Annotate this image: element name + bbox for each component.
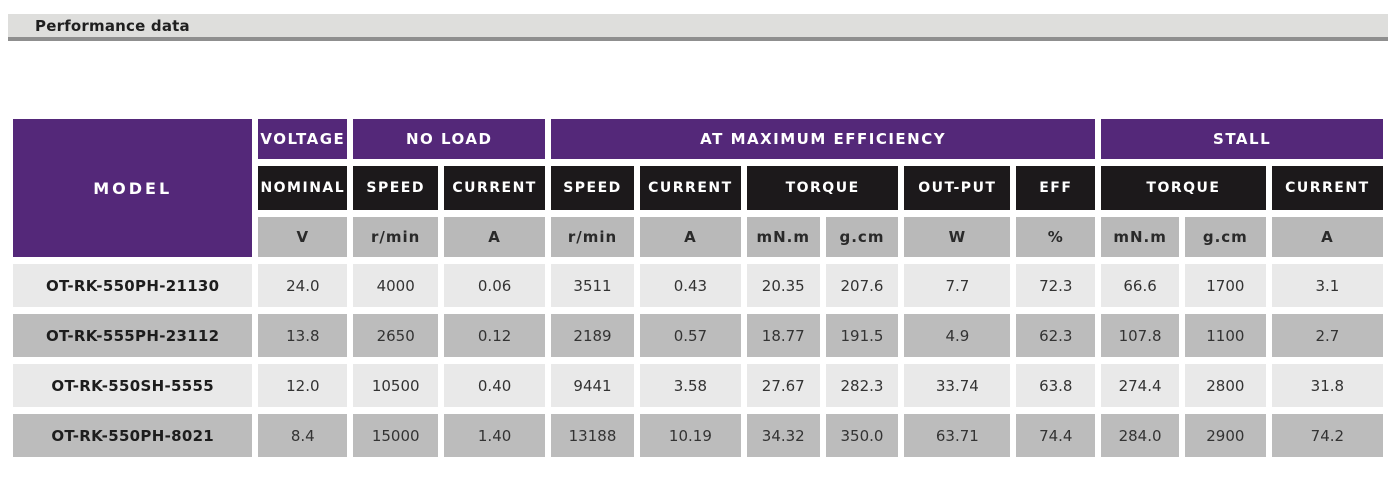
subheader-stall-torque: TORQUE	[1101, 166, 1266, 210]
unit-max-eff-torque-gcm: g.cm	[825, 217, 899, 257]
cell-value: 1700	[1184, 264, 1266, 307]
subheader-no-load-current: CURRENT	[444, 166, 546, 210]
cell-value: 2.7	[1271, 314, 1383, 357]
cell-value: 74.2	[1271, 414, 1383, 457]
cell-value: 33.74	[904, 364, 1011, 407]
cell-value: 2650	[353, 314, 439, 357]
cell-value: 0.43	[639, 264, 741, 307]
unit-max-eff-current: A	[639, 217, 741, 257]
cell-value: 2800	[1184, 364, 1266, 407]
model-name: OT-RK-550PH-8021	[13, 414, 253, 457]
table-units-row: V r/min A r/min A mN.m g.cm W % mN.m g.c…	[13, 217, 1383, 257]
unit-output-w: W	[904, 217, 1011, 257]
unit-voltage-v: V	[258, 217, 348, 257]
table-subheader-row: NOMINAL SPEED CURRENT SPEED CURRENT TORQ…	[13, 166, 1383, 210]
section-title: Performance data	[35, 16, 190, 35]
cell-value: 2189	[551, 314, 634, 357]
subheader-max-eff-speed: SPEED	[551, 166, 634, 210]
column-header-model: MODEL	[13, 119, 253, 257]
cell-value: 282.3	[825, 364, 899, 407]
unit-stall-torque-gcm: g.cm	[1184, 217, 1266, 257]
subheader-eff: EFF	[1016, 166, 1096, 210]
cell-value: 18.77	[746, 314, 820, 357]
subheader-max-eff-torque: TORQUE	[746, 166, 899, 210]
cell-value: 350.0	[825, 414, 899, 457]
cell-value: 4.9	[904, 314, 1011, 357]
cell-value: 284.0	[1101, 414, 1179, 457]
cell-value: 107.8	[1101, 314, 1179, 357]
cell-value: 0.40	[444, 364, 546, 407]
cell-value: 66.6	[1101, 264, 1179, 307]
subheader-output: OUT-PUT	[904, 166, 1011, 210]
unit-eff-percent: %	[1016, 217, 1096, 257]
cell-value: 0.57	[639, 314, 741, 357]
cell-value: 1100	[1184, 314, 1266, 357]
column-group-at-maximum-efficiency: AT MAXIMUM EFFICIENCY	[551, 119, 1096, 159]
cell-value: 24.0	[258, 264, 348, 307]
cell-value: 15000	[353, 414, 439, 457]
cell-value: 10.19	[639, 414, 741, 457]
cell-value: 10500	[353, 364, 439, 407]
unit-max-eff-torque-mnm: mN.m	[746, 217, 820, 257]
cell-value: 74.4	[1016, 414, 1096, 457]
cell-value: 63.71	[904, 414, 1011, 457]
cell-value: 27.67	[746, 364, 820, 407]
model-name: OT-RK-550PH-21130	[13, 264, 253, 307]
subheader-no-load-speed: SPEED	[353, 166, 439, 210]
cell-value: 207.6	[825, 264, 899, 307]
subheader-stall-current: CURRENT	[1271, 166, 1383, 210]
unit-stall-torque-mnm: mN.m	[1101, 217, 1179, 257]
cell-value: 8.4	[258, 414, 348, 457]
cell-value: 191.5	[825, 314, 899, 357]
performance-table: MODEL VOLTAGE NO LOAD AT MAXIMUM EFFICIE…	[7, 112, 1389, 464]
cell-value: 0.12	[444, 314, 546, 357]
cell-value: 9441	[551, 364, 634, 407]
cell-value: 20.35	[746, 264, 820, 307]
subheader-nominal: NOMINAL	[258, 166, 348, 210]
model-name: OT-RK-550SH-5555	[13, 364, 253, 407]
unit-stall-current: A	[1271, 217, 1383, 257]
cell-value: 31.8	[1271, 364, 1383, 407]
cell-value: 3.1	[1271, 264, 1383, 307]
cell-value: 62.3	[1016, 314, 1096, 357]
column-group-voltage: VOLTAGE	[258, 119, 348, 159]
cell-value: 4000	[353, 264, 439, 307]
cell-value: 3.58	[639, 364, 741, 407]
cell-value: 13188	[551, 414, 634, 457]
cell-value: 0.06	[444, 264, 546, 307]
table-row: OT-RK-550SH-5555 12.0 10500 0.40 9441 3.…	[13, 364, 1383, 407]
cell-value: 2900	[1184, 414, 1266, 457]
column-group-stall: STALL	[1101, 119, 1383, 159]
cell-value: 13.8	[258, 314, 348, 357]
table-row: OT-RK-550PH-21130 24.0 4000 0.06 3511 0.…	[13, 264, 1383, 307]
cell-value: 1.40	[444, 414, 546, 457]
model-name: OT-RK-555PH-23112	[13, 314, 253, 357]
cell-value: 274.4	[1101, 364, 1179, 407]
table-row: OT-RK-555PH-23112 13.8 2650 0.12 2189 0.…	[13, 314, 1383, 357]
cell-value: 12.0	[258, 364, 348, 407]
section-header-bar: Performance data	[8, 14, 1388, 41]
table-row: OT-RK-550PH-8021 8.4 15000 1.40 13188 10…	[13, 414, 1383, 457]
subheader-max-eff-current: CURRENT	[639, 166, 741, 210]
unit-no-load-speed: r/min	[353, 217, 439, 257]
cell-value: 72.3	[1016, 264, 1096, 307]
unit-max-eff-speed: r/min	[551, 217, 634, 257]
cell-value: 7.7	[904, 264, 1011, 307]
cell-value: 63.8	[1016, 364, 1096, 407]
cell-value: 34.32	[746, 414, 820, 457]
column-group-no-load: NO LOAD	[353, 119, 546, 159]
unit-no-load-current: A	[444, 217, 546, 257]
table-group-header-row: MODEL VOLTAGE NO LOAD AT MAXIMUM EFFICIE…	[13, 119, 1383, 257]
cell-value: 3511	[551, 264, 634, 307]
